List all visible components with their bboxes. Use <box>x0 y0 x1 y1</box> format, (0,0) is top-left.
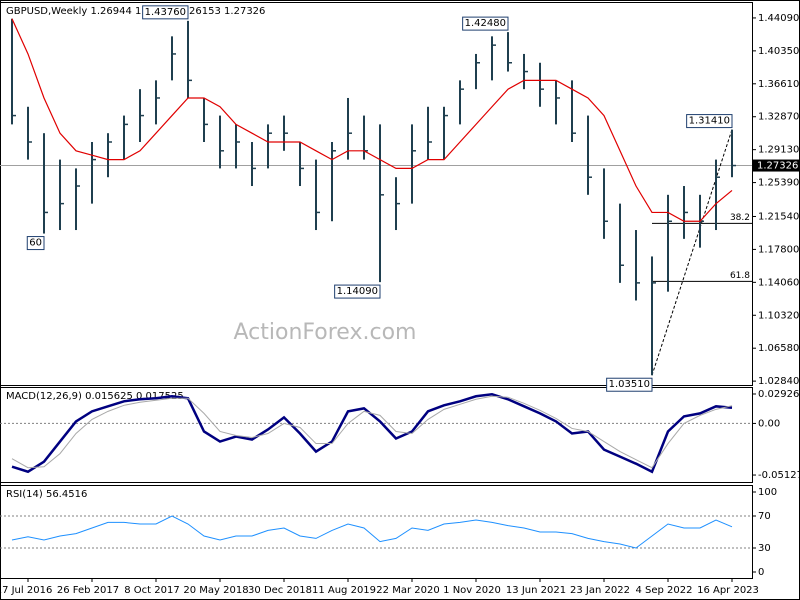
x-tick-label: 16 Apr 2023 <box>697 585 759 596</box>
last-price-tag <box>753 159 799 172</box>
y-tick-label: 70 <box>758 511 771 522</box>
x-tick-label: 17 Jul 2016 <box>0 585 52 596</box>
y-tick-label: 1.29130 <box>758 145 799 156</box>
trend-line <box>651 129 733 376</box>
macd-title: MACD(12,26,9) 0.015625 0.017525 <box>6 391 184 402</box>
y-tick-label: 1.44090 <box>758 13 799 24</box>
y-tick-label: 1.21540 <box>758 211 799 222</box>
indicator-line <box>11 395 733 469</box>
price-annotation: 60 <box>29 238 42 249</box>
fib-label: 38.2 <box>730 213 750 223</box>
x-tick-label: 26 Feb 2017 <box>57 585 119 596</box>
annotation-box <box>26 236 45 251</box>
annotation-box <box>462 16 509 31</box>
chart-title: GBPUSD,Weekly 1.26944 1.27862 1.26153 1.… <box>6 6 265 17</box>
moving-average <box>11 18 733 222</box>
price-annotation: 1.31410 <box>689 116 730 127</box>
y-tick-label: 1.14060 <box>758 277 799 288</box>
price-panel <box>0 2 753 386</box>
x-tick-label: 8 Oct 2017 <box>124 585 179 596</box>
y-tick-label: 1.32870 <box>758 112 799 123</box>
fib-label: 61.8 <box>730 271 750 281</box>
y-tick-label: 1.25390 <box>758 178 799 189</box>
y-tick-label: 1.02840 <box>758 376 799 387</box>
y-tick-label: 0.029261 <box>758 389 800 400</box>
annotation-box <box>606 377 653 392</box>
y-tick-label: 0.00 <box>758 418 780 429</box>
rsi-panel <box>0 485 753 579</box>
x-tick-label: 1 Nov 2020 <box>443 585 501 596</box>
x-tick-label: 23 Jan 2022 <box>570 585 630 596</box>
y-tick-label: 100 <box>758 487 777 498</box>
x-tick-label: 13 Jun 2021 <box>506 585 566 596</box>
annotation-box <box>142 5 189 20</box>
y-tick-label: 1.36610 <box>758 79 799 90</box>
annotation-box <box>686 114 733 129</box>
indicator-line <box>11 392 733 474</box>
y-tick-label: 1.06580 <box>758 343 799 354</box>
x-tick-label: 11 Aug 2019 <box>312 585 376 596</box>
y-tick-label: 30 <box>758 543 771 554</box>
x-tick-label: 4 Sep 2022 <box>635 585 692 596</box>
y-tick-label: 1.40350 <box>758 46 799 57</box>
watermark: ActionForex.com <box>234 320 417 345</box>
x-tick-label: 22 Mar 2020 <box>376 585 439 596</box>
y-tick-label: -0.051279 <box>758 470 800 481</box>
y-tick-label: 1.17800 <box>758 244 799 255</box>
y-tick-label: 1.10320 <box>758 310 799 321</box>
x-tick-label: 20 May 2018 <box>183 585 248 596</box>
price-annotation: 1.03510 <box>609 379 650 390</box>
indicator-line <box>11 515 733 549</box>
price-annotation: 1.42480 <box>465 18 506 29</box>
x-tick-label: 30 Dec 2018 <box>248 585 312 596</box>
last-price-label: 1.27326 <box>757 161 798 172</box>
price-annotation: 1.14090 <box>337 286 378 297</box>
y-tick-label: 0 <box>758 567 764 578</box>
price-annotation: 1.43760 <box>145 7 186 18</box>
macd-panel <box>0 387 753 483</box>
rsi-title: RSI(14) 56.4516 <box>6 489 87 500</box>
annotation-box <box>334 284 381 299</box>
